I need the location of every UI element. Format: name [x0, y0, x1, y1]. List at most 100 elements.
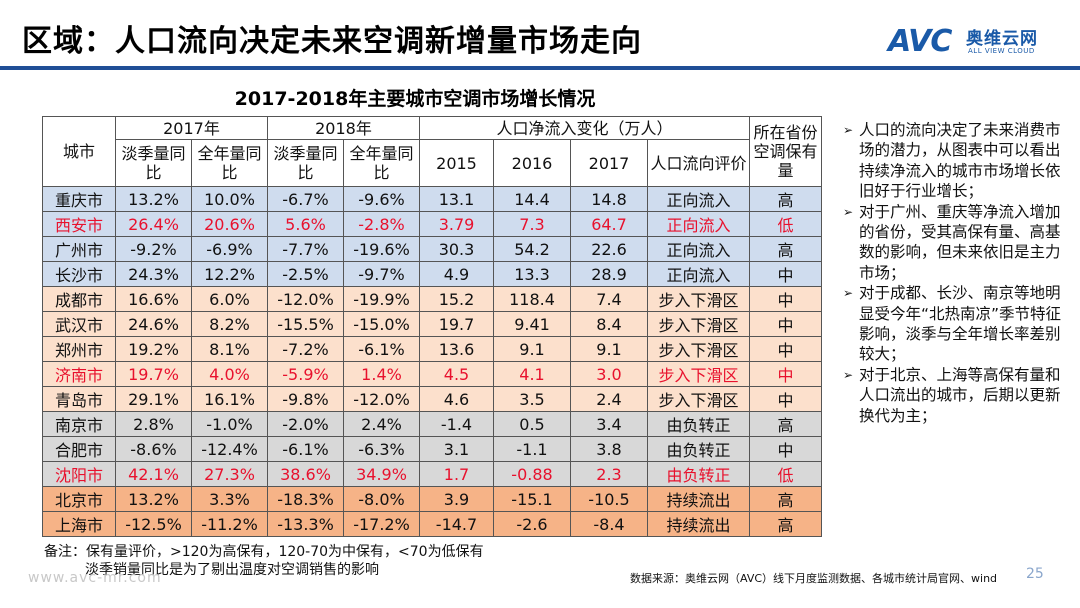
header-stock: 所在省份空调保有量	[749, 116, 822, 187]
note-text: 对于成都、长沙、南京等地明显受今年“北热南凉”季节特征影响，淡季与全年增长率差别…	[859, 284, 1062, 364]
footnote-stock-definition: 备注：保有量评价，>120为高保有，120-70为中保有，<70为低保有	[44, 544, 484, 560]
cell-fullyear-2018: -6.3%	[343, 436, 420, 462]
cell-offseason-2018: -2.0%	[267, 411, 344, 437]
cell-direction: 正向流入	[647, 236, 750, 262]
cell-fullyear-2017: -12.4%	[191, 436, 268, 462]
cell-migration-2017: 9.1	[570, 336, 648, 362]
cell-fullyear-2017: 12.2%	[191, 261, 268, 287]
header-2018: 2018年	[267, 116, 420, 140]
cell-migration-2015: 15.2	[419, 286, 494, 312]
table-row: 长沙市 24.3% 12.2% -2.5% -9.7% 4.9 13.3 28.9 正向流入中	[42, 261, 822, 287]
header-2017: 2017年	[115, 116, 268, 140]
logo-en-text: ALL VIEW CLOUD	[968, 47, 1035, 55]
cell-migration-2016: 0.5	[493, 411, 571, 437]
cell-migration-2016: -1.1	[493, 436, 571, 462]
arrow-bullet-icon: ➢	[843, 204, 854, 219]
cell-direction: 由负转正	[647, 411, 750, 437]
cell-offseason-2018: -13.3%	[267, 511, 344, 537]
cell-migration-2015: 1.7	[419, 461, 494, 487]
cell-migration-2015: 3.1	[419, 436, 494, 462]
logo-cn-text: 奥维云网	[966, 29, 1038, 49]
cell-migration-2016: 14.4	[493, 186, 571, 212]
table-row: 成都市 16.6% 6.0% -12.0% -19.9% 15.2 118.4 7.4 步入下滑…	[42, 286, 822, 312]
cell-offseason-2017: 16.6%	[115, 286, 192, 312]
header-fullyear-2017: 全年量同比	[191, 139, 268, 187]
cell-migration-2015: 3.79	[419, 211, 494, 237]
page-number: 25	[1026, 566, 1044, 582]
cell-fullyear-2017: -11.2%	[191, 511, 268, 537]
table-row: 青岛市 29.1% 16.1% -9.8% -12.0% 4.6 3.5 2.4 步入下滑区中	[42, 386, 822, 412]
cell-offseason-2018: -6.7%	[267, 186, 344, 212]
cell-fullyear-2017: 16.1%	[191, 386, 268, 412]
header-city: 城市	[42, 116, 116, 187]
cell-stock-level: 中	[749, 286, 822, 312]
cell-migration-2015: 19.7	[419, 311, 494, 337]
cell-migration-2017: 28.9	[570, 261, 648, 287]
cell-offseason-2018: -9.8%	[267, 386, 344, 412]
cell-migration-2015: -1.4	[419, 411, 494, 437]
cell-stock-level: 高	[749, 486, 822, 512]
header-divider	[0, 66, 1080, 70]
header-migration: 人口净流入变化（万人）	[419, 116, 750, 140]
note-item: ➢ 对于北京、上海等高保有量和人口流出的城市，后期以更新换代为主；	[843, 365, 1075, 426]
cell-fullyear-2018: -8.0%	[343, 486, 420, 512]
header-offseason-2018: 淡季量同比	[267, 139, 344, 187]
cell-direction: 持续流出	[647, 486, 750, 512]
cell-offseason-2018: -12.0%	[267, 286, 344, 312]
cell-migration-2015: 13.6	[419, 336, 494, 362]
cell-migration-2016: -0.88	[493, 461, 571, 487]
cell-direction: 步入下滑区	[647, 336, 750, 362]
cell-fullyear-2018: 2.4%	[343, 411, 420, 437]
cell-direction: 正向流入	[647, 211, 750, 237]
cell-stock-level: 高	[749, 411, 822, 437]
cell-fullyear-2018: -2.8%	[343, 211, 420, 237]
cell-migration-2016: 118.4	[493, 286, 571, 312]
cell-direction: 由负转正	[647, 461, 750, 487]
cell-migration-2015: 4.6	[419, 386, 494, 412]
note-item: ➢ 对于广州、重庆等净流入增加的省份，受其高保有量、高基数的影响，但未来依旧是主力…	[843, 202, 1075, 284]
cell-city: 沈阳市	[42, 461, 116, 487]
table-row: 南京市 2.8% -1.0% -2.0% 2.4% -1.4 0.5 3.4 由负转正高	[42, 411, 822, 437]
cell-fullyear-2018: -19.6%	[343, 236, 420, 262]
note-text: 人口的流向决定了未来消费市场的潜力，从图表中可以看出持续净流入的城市市场增长依旧…	[859, 121, 1061, 201]
cell-stock-level: 中	[749, 361, 822, 387]
cell-migration-2017: 3.8	[570, 436, 648, 462]
cell-offseason-2017: 13.2%	[115, 186, 192, 212]
table-body: 重庆市 13.2% 10.0% -6.7% -9.6% 13.1 14.4 14.8 正向流入高…	[42, 186, 822, 537]
cell-offseason-2018: 5.6%	[267, 211, 344, 237]
cell-fullyear-2018: 1.4%	[343, 361, 420, 387]
cell-migration-2016: 54.2	[493, 236, 571, 262]
cell-migration-2017: 3.0	[570, 361, 648, 387]
cell-fullyear-2017: 3.3%	[191, 486, 268, 512]
cell-migration-2015: 13.1	[419, 186, 494, 212]
cell-migration-2017: 8.4	[570, 311, 648, 337]
cell-city: 合肥市	[42, 436, 116, 462]
table-title: 2017-2018年主要城市空调市场增长情况	[234, 88, 596, 110]
logo-mark: AVC	[888, 24, 952, 59]
cell-offseason-2017: 26.4%	[115, 211, 192, 237]
cell-stock-level: 低	[749, 211, 822, 237]
cell-direction: 正向流入	[647, 186, 750, 212]
cell-migration-2017: 2.4	[570, 386, 648, 412]
table-row: 重庆市 13.2% 10.0% -6.7% -9.6% 13.1 14.4 14.8 正向流入高	[42, 186, 822, 212]
cell-city: 郑州市	[42, 336, 116, 362]
cell-city: 上海市	[42, 511, 116, 537]
cell-offseason-2018: -7.7%	[267, 236, 344, 262]
cell-fullyear-2018: -12.0%	[343, 386, 420, 412]
cell-offseason-2017: 42.1%	[115, 461, 192, 487]
cell-fullyear-2018: -19.9%	[343, 286, 420, 312]
cell-stock-level: 低	[749, 461, 822, 487]
cell-fullyear-2017: 20.6%	[191, 211, 268, 237]
note-item: ➢ 人口的流向决定了未来消费市场的潜力，从图表中可以看出持续净流入的城市市场增长依…	[843, 120, 1075, 202]
cell-direction: 步入下滑区	[647, 286, 750, 312]
cell-fullyear-2017: 10.0%	[191, 186, 268, 212]
note-text: 对于广州、重庆等净流入增加的省份，受其高保有量、高基数的影响，但未来依旧是主力市…	[859, 202, 1061, 282]
data-source: 数据来源：奥维云网（AVC）线下月度监测数据、各城市统计局官网、wind	[630, 572, 998, 585]
cell-stock-level: 高	[749, 236, 822, 262]
cell-migration-2016: -2.6	[493, 511, 571, 537]
cell-offseason-2017: 19.7%	[115, 361, 192, 387]
cell-offseason-2018: -2.5%	[267, 261, 344, 287]
cell-offseason-2017: 24.6%	[115, 311, 192, 337]
cell-migration-2016: 3.5	[493, 386, 571, 412]
cell-fullyear-2018: -17.2%	[343, 511, 420, 537]
